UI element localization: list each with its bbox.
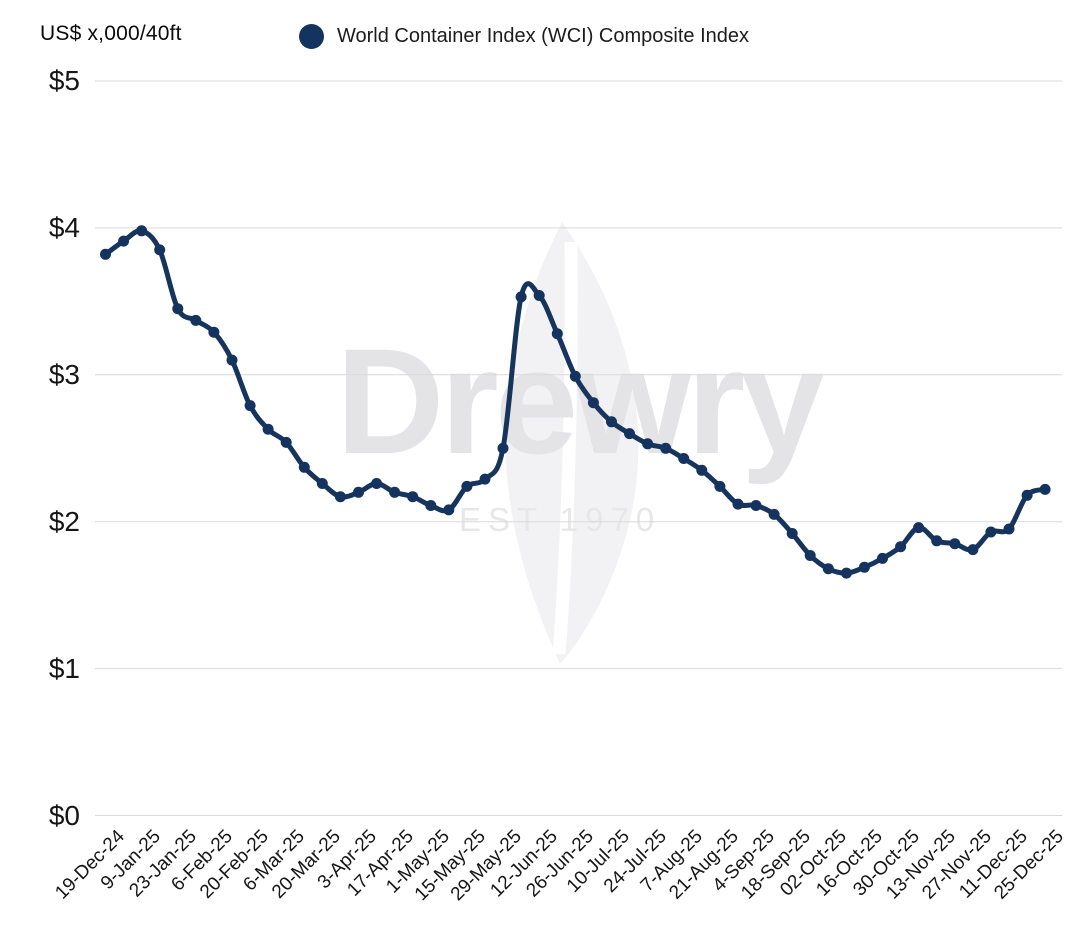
- watermark-leaf-icon: [505, 222, 639, 664]
- data-point-marker: [949, 538, 961, 550]
- data-point-marker: [533, 290, 545, 301]
- data-point-marker: [660, 442, 672, 454]
- legend-label: World Container Index (WCI) Composite In…: [337, 25, 750, 47]
- data-point-marker: [479, 473, 491, 485]
- data-point-marker: [624, 428, 635, 440]
- data-point-marker: [895, 541, 907, 553]
- data-point-marker: [606, 416, 617, 428]
- data-point-marker: [1003, 523, 1015, 535]
- data-point-marker: [425, 500, 437, 511]
- data-point-marker: [768, 508, 780, 520]
- data-point-marker: [208, 326, 220, 338]
- data-point-marker: [407, 491, 419, 503]
- data-point-marker: [931, 535, 943, 547]
- data-point-marker: [678, 453, 690, 464]
- data-point-marker: [822, 563, 834, 575]
- data-point-marker: [280, 436, 292, 448]
- legend: World Container Index (WCI) Composite In…: [299, 24, 749, 49]
- data-point-marker: [1021, 489, 1033, 501]
- data-point-marker: [642, 438, 654, 450]
- data-point-marker: [804, 550, 816, 561]
- data-point-marker: [877, 552, 888, 564]
- legend-dot-icon: [299, 24, 324, 49]
- data-point-marker: [353, 486, 364, 498]
- data-point-marker: [298, 461, 310, 473]
- data-point-marker: [100, 248, 111, 260]
- chart-header: US$ x,000/40ft World Container Index (WC…: [0, 0, 1080, 60]
- data-point-marker: [1039, 483, 1051, 495]
- data-point-marker: [967, 544, 979, 556]
- data-point-marker: [226, 354, 238, 366]
- data-point-marker: [262, 423, 274, 435]
- data-point-marker: [443, 504, 455, 516]
- data-point-marker: [750, 500, 762, 511]
- data-point-marker: [587, 397, 599, 409]
- units-label: US$ x,000/40ft: [40, 22, 182, 45]
- data-point-marker: [154, 244, 166, 256]
- data-point-marker: [840, 567, 852, 579]
- data-point-marker: [858, 561, 870, 573]
- data-point-marker: [244, 400, 256, 412]
- data-point-marker: [334, 491, 346, 503]
- data-point-marker: [136, 225, 148, 237]
- data-point-marker: [515, 291, 527, 303]
- data-point-marker: [913, 522, 925, 534]
- data-point-marker: [569, 370, 581, 382]
- data-point-marker: [371, 478, 383, 489]
- data-point-marker: [118, 235, 130, 247]
- data-point-marker: [696, 464, 708, 476]
- data-point-marker: [461, 480, 473, 492]
- data-point-marker: [985, 526, 997, 538]
- data-point-marker: [714, 480, 726, 492]
- data-point-marker: [389, 486, 401, 498]
- data-point-marker: [551, 328, 563, 340]
- data-point-marker: [732, 498, 744, 510]
- watermark-brand-text: Drewry: [336, 317, 825, 485]
- data-point-marker: [190, 314, 202, 326]
- data-point-marker: [497, 442, 509, 454]
- data-point-marker: [172, 303, 184, 315]
- watermark-est-text: EST 1970: [459, 501, 662, 538]
- data-point-marker: [786, 528, 798, 539]
- data-point-marker: [316, 478, 328, 489]
